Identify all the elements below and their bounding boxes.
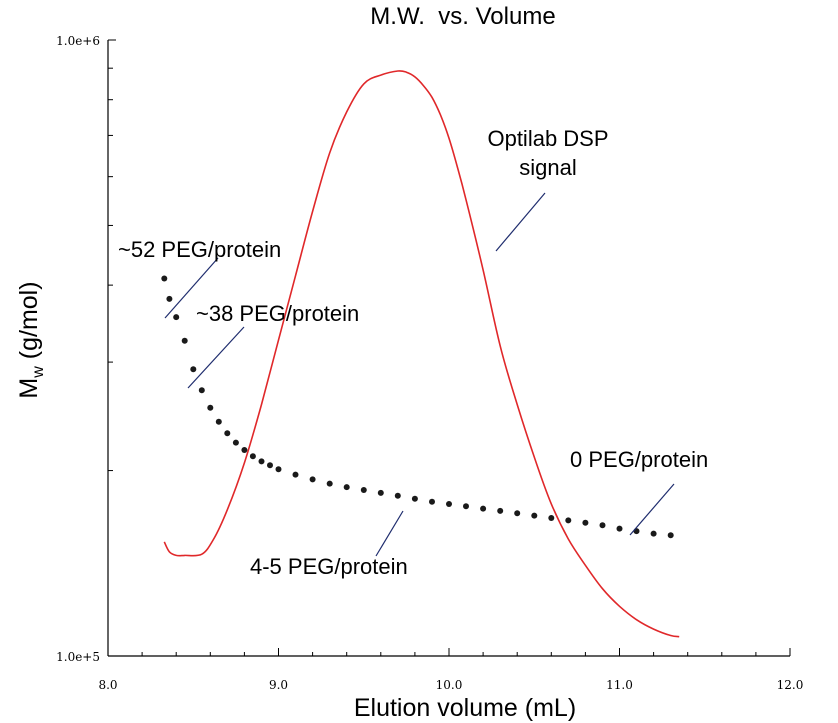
leader-0-peg [629,483,675,536]
mw-data-point [650,530,657,537]
mw-data-point [463,503,469,510]
y-axis-label: Mw (g/mol) [15,281,47,398]
mw-data-point [616,525,623,532]
y-tick-label-bottom: 1.0e+5 [56,650,100,664]
mw-data-point [343,484,350,491]
y-axis-label-subscript: w [30,366,47,379]
mw-data-point [249,453,256,460]
annotation-0-peg: 0 PEG/protein [570,447,708,472]
mw-data-point [292,471,299,478]
x-tick-label: 12.0 [777,678,804,692]
mw-data-point [267,462,273,469]
y-axis-label-main: M [15,378,43,399]
mw-data-point [258,458,265,465]
mw-data-point [309,476,316,483]
x-ticks [107,648,791,656]
annotation-52-peg: ~52 PEG/protein [118,237,281,262]
annotation-4-5-peg: 4-5 PEG/protein [250,554,408,579]
mw-data-point [181,337,188,344]
x-tick-label: 8.0 [98,678,117,692]
y-tick-label-top: 1.0e+6 [56,34,100,48]
mw-data-point [480,505,487,512]
mw-data-point [497,507,504,514]
mw-data-point [548,515,555,521]
mw-data-point [224,430,231,437]
mw-data-point [326,480,333,487]
mw-data-point [215,418,222,425]
annotation-dsp-line2: signal [519,155,576,180]
mw-data-points [161,275,674,539]
mw-data-point [394,492,401,499]
mw-data-point [173,314,180,321]
leader-dsp-signal [495,192,546,252]
mw-data-point [241,447,248,453]
x-axis-label: Elution volume (mL) [354,694,576,722]
mw-data-point [360,487,367,493]
x-tick-label: 10.0 [436,678,463,692]
mw-data-point [582,519,589,526]
mw-data-point [232,439,239,446]
y-ticks [108,39,116,657]
annotation-dsp-line1: Optilab DSP [487,126,608,151]
optilab-dsp-signal-line [163,70,680,638]
mw-data-point [514,510,521,517]
x-tick-labels: 8.0 9.0 10.0 11.0 12.0 [98,678,803,692]
leader-52-peg [164,257,219,319]
x-tick-label: 11.0 [606,678,633,692]
mw-data-point [207,404,214,411]
mw-data-point [667,532,674,539]
mw-data-point [161,275,168,282]
chart-title: M.W. vs. Volume [370,3,555,30]
mw-data-point [446,501,452,507]
mw-data-point [531,512,538,519]
y-axis-label-unit: (g/mol) [15,281,43,366]
x-tick-label: 9.0 [269,678,288,692]
mw-data-point [198,387,205,394]
mw-data-point [166,295,173,302]
mw-data-point [411,495,418,502]
mw-data-point [377,489,384,496]
leader-4-5-peg [375,510,404,557]
mw-data-point [190,366,197,373]
mw-data-point [599,522,606,529]
annotation-38-peg: ~38 PEG/protein [196,301,359,326]
mw-data-point [429,498,435,505]
leader-38-peg [187,326,245,389]
mw-data-point [565,517,572,524]
mw-data-point [275,466,282,473]
